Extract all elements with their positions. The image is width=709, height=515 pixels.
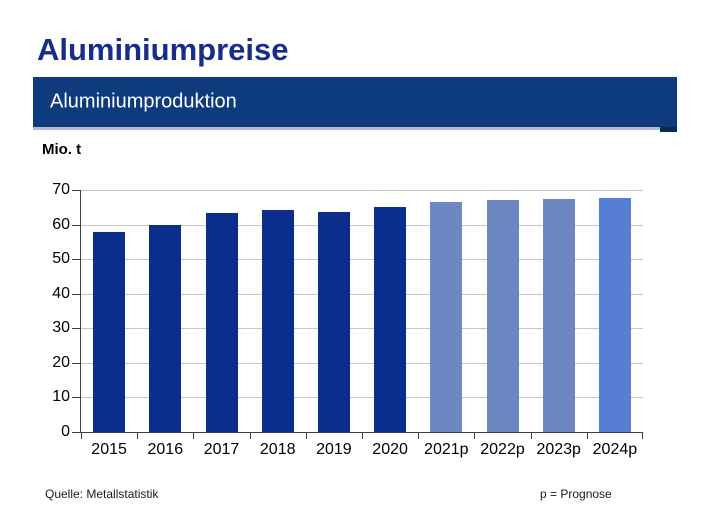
x-axis-label-2023p: 2023p (536, 441, 581, 458)
y-axis-unit-label: Mio. t (42, 141, 82, 158)
forecast-note: p = Prognose (540, 487, 612, 501)
x-axis-label-2021p: 2021p (424, 441, 469, 458)
y-axis-label-20: 20 (52, 353, 70, 371)
gridline-20 (81, 362, 643, 364)
gridline-70 (81, 190, 643, 191)
banner-underline (33, 127, 677, 130)
y-axis-label-50: 50 (52, 250, 70, 268)
gridline-40 (81, 293, 643, 295)
gridline-30 (81, 328, 643, 330)
y-tick-60 (72, 224, 80, 226)
x-axis-label-2016: 2016 (147, 441, 184, 458)
x-tick-9 (586, 433, 588, 439)
bar-2015 (93, 231, 126, 432)
bar-2016 (149, 224, 182, 432)
y-tick-30 (72, 328, 80, 330)
x-tick-6 (418, 433, 420, 439)
y-axis-label-40: 40 (52, 284, 70, 302)
gridline-10 (81, 397, 643, 399)
x-tick-2 (193, 433, 195, 439)
x-axis-label-2022p: 2022p (480, 441, 525, 458)
y-tick-50 (72, 259, 80, 261)
y-axis-line (80, 190, 81, 432)
x-axis-label-2024p: 2024p (592, 441, 638, 458)
y-axis-label-60: 60 (52, 215, 70, 233)
page-title: Aluminiumpreise (37, 31, 289, 67)
gridline-50 (81, 259, 643, 261)
x-axis-label-2020: 2020 (372, 441, 408, 458)
gridline-60 (81, 224, 643, 226)
bar-2024p (598, 198, 631, 432)
bar-2019 (317, 211, 350, 432)
bar-2017 (205, 213, 238, 432)
y-tick-70 (72, 190, 80, 191)
y-axis-label-30: 30 (52, 319, 70, 337)
y-tick-0 (72, 432, 80, 433)
bar-2022p (486, 200, 519, 432)
bar-2018 (261, 210, 294, 432)
x-tick-1 (137, 433, 139, 439)
x-axis-label-2015: 2015 (91, 441, 127, 458)
bar-2020 (374, 206, 407, 432)
bar-2021p (430, 202, 463, 432)
x-tick-7 (474, 433, 476, 439)
x-tick-10 (642, 433, 643, 439)
x-axis-label-2017: 2017 (203, 441, 240, 458)
x-tick-5 (362, 433, 363, 439)
y-tick-10 (72, 397, 80, 399)
x-tick-8 (530, 433, 532, 439)
chart-header-banner: Aluminiumproduktion (33, 77, 677, 132)
bar-2023p (542, 199, 575, 432)
y-tick-20 (72, 362, 80, 364)
x-axis-line (80, 432, 643, 433)
banner-accent (660, 127, 677, 132)
y-axis-label-0: 0 (61, 423, 70, 440)
x-axis-label-2018: 2018 (259, 441, 296, 458)
chart-header-label: Aluminiumproduktion (50, 90, 237, 113)
y-axis-label-70: 70 (52, 181, 70, 198)
y-axis-label-10: 10 (52, 388, 70, 406)
x-tick-0 (81, 433, 82, 439)
y-tick-40 (72, 293, 80, 295)
x-axis-label-2019: 2019 (316, 441, 352, 458)
x-tick-4 (305, 433, 307, 439)
source-note: Quelle: Metallstatistik (45, 487, 159, 501)
plot-area: 0 10 20 30 40 50 60 70 2015 2016 2017 2018 2019 2020 2… (52, 182, 643, 458)
x-tick-3 (249, 433, 251, 439)
